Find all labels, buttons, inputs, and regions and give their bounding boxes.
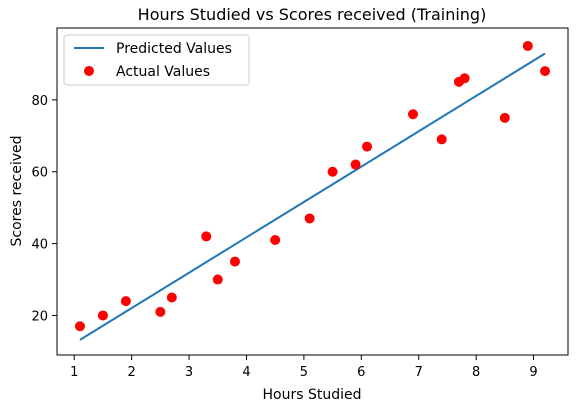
actual-value-point <box>328 167 338 177</box>
x-tick-label: 9 <box>529 365 537 380</box>
actual-value-point <box>351 160 361 170</box>
y-tick-label: 20 <box>31 309 48 324</box>
legend: Predicted Values Actual Values <box>64 35 249 85</box>
x-tick-label: 7 <box>415 365 423 380</box>
x-tick-label: 8 <box>472 365 480 380</box>
actual-value-point <box>523 41 533 51</box>
y-axis-label: Scores received <box>9 135 25 246</box>
actual-value-point <box>408 109 418 119</box>
actual-value-point <box>155 307 165 317</box>
y-tick-label: 60 <box>31 166 48 181</box>
actual-value-point <box>213 275 223 285</box>
x-tick-label: 3 <box>185 365 193 380</box>
legend-dot-swatch <box>84 66 94 76</box>
y-tick-label: 40 <box>31 238 48 253</box>
actual-value-point <box>167 293 177 303</box>
y-axis-ticks: 20 40 60 80 <box>31 94 57 325</box>
actual-value-point <box>540 66 550 76</box>
x-tick-label: 2 <box>127 365 135 380</box>
x-tick-label: 6 <box>357 365 365 380</box>
actual-value-point <box>500 113 510 123</box>
actual-value-point <box>362 142 372 152</box>
y-tick-label: 80 <box>31 94 48 109</box>
actual-value-point <box>230 257 240 267</box>
actual-value-point <box>121 296 131 306</box>
x-axis-ticks: 1 2 3 4 5 6 7 8 9 <box>70 355 538 380</box>
predicted-values-line <box>80 54 545 340</box>
actual-value-point <box>270 235 280 245</box>
series-layer <box>75 41 550 340</box>
x-tick-label: 5 <box>300 365 308 380</box>
actual-value-point <box>460 73 470 83</box>
x-tick-label: 4 <box>242 365 250 380</box>
actual-value-point <box>437 134 447 144</box>
x-tick-label: 1 <box>70 365 78 380</box>
chart-title: Hours Studied vs Scores received (Traini… <box>138 5 487 24</box>
legend-label-actual: Actual Values <box>116 64 210 80</box>
actual-value-point <box>305 213 315 223</box>
actual-value-point <box>75 321 85 331</box>
x-axis-label: Hours Studied <box>263 387 362 403</box>
legend-label-predicted: Predicted Values <box>116 41 232 57</box>
actual-value-point <box>98 310 108 320</box>
actual-value-point <box>201 231 211 241</box>
